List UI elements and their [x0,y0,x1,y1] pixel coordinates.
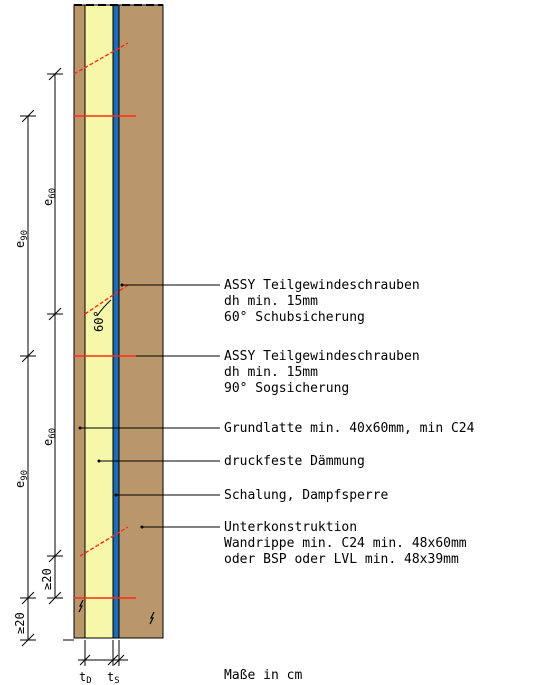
dimension-lines [20,67,128,666]
insulation-layer [84,4,114,639]
dim-angle-60: 60° [92,310,106,332]
screw-60-1 [73,42,129,75]
dim-e60-lower: e60 [41,428,58,446]
membrane-layer [112,4,120,639]
grundlatte-layer [73,4,86,639]
dim-min20-e90: ≥20 [13,612,27,634]
screws [73,42,136,599]
svg-text:90° Sogsicherung: 90° Sogsicherung [224,381,349,396]
annotation-daemmung: druckfeste Dämmung [224,454,365,469]
angle-arc [96,299,112,317]
svg-text:60° Schubsicherung: 60° Schubsicherung [224,310,365,325]
svg-text:ASSY Teilgewindeschrauben: ASSY Teilgewindeschrauben [224,278,420,293]
break-symbol-right [149,611,155,625]
dim-tS: tS [107,670,120,685]
dimension-labels: e90 e90 e60 e60 ≥20 ≥20 60° [13,188,106,634]
screw-60-3 [79,526,129,557]
dim-e90-upper: e90 [13,230,30,248]
leader-lines [80,284,220,528]
svg-text:Unterkonstruktion: Unterkonstruktion [224,520,357,535]
substructure-layer [118,4,164,639]
dim-e90-lower: e90 [13,470,30,488]
dim-e60-upper: e60 [41,188,58,206]
svg-text:dh min. 15mm: dh min. 15mm [224,365,318,380]
svg-text:dh min. 15mm: dh min. 15mm [224,294,318,309]
svg-text:oder BSP oder LVL min. 48x39mm: oder BSP oder LVL min. 48x39mm [224,552,459,567]
annotation-unterkonstruktion: Unterkonstruktion Wandrippe min. C24 min… [224,520,467,567]
svg-text:ASSY Teilgewindeschrauben: ASSY Teilgewindeschrauben [224,349,420,364]
dim-min20-e60: ≥20 [40,568,54,590]
annotation-grundlatte: Grundlatte min. 40x60mm, min C24 [224,421,475,436]
units-note: Maße in cm [224,668,302,683]
dim-tD: tD [79,670,92,685]
annotation-screw60: ASSY Teilgewindeschrauben dh min. 15mm 6… [224,278,420,325]
break-symbol-left [78,599,84,613]
screw-60-2 [84,284,129,315]
annotation-schalung: Schalung, Dampfsperre [224,488,389,503]
leader-dots [78,283,144,529]
wall-layers [73,4,164,639]
svg-text:Wandrippe min. C24 min. 48x60m: Wandrippe min. C24 min. 48x60mm [224,536,467,551]
annotation-screw90: ASSY Teilgewindeschrauben dh min. 15mm 9… [224,349,420,396]
